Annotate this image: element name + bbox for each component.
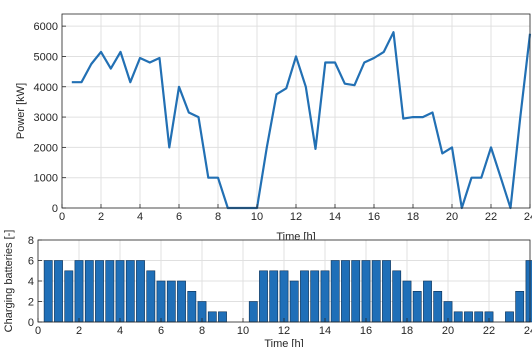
x-tick-label: 14 xyxy=(329,211,341,223)
battery-bar xyxy=(434,291,442,322)
battery-bar xyxy=(516,291,524,322)
battery-bar xyxy=(65,271,73,322)
battery-bar xyxy=(177,281,185,322)
battery-bar xyxy=(157,281,165,322)
battery-bar xyxy=(290,281,298,322)
x-tick-label: 4 xyxy=(137,211,143,223)
battery-bar xyxy=(311,271,319,322)
battery-bar xyxy=(95,261,103,323)
battery-bar xyxy=(526,261,532,323)
battery-bar xyxy=(208,312,216,322)
x-tick-label: 8 xyxy=(199,325,205,337)
x-tick-label: 0 xyxy=(59,211,65,223)
x-tick-label: 6 xyxy=(158,325,164,337)
y-tick-label: 6 xyxy=(28,256,34,268)
battery-bar xyxy=(167,281,175,322)
battery-bar xyxy=(44,261,52,323)
y-axis-label: Power [kW] xyxy=(15,83,27,139)
x-tick-label: 12 xyxy=(290,211,302,223)
x-tick-label: 10 xyxy=(237,325,249,337)
x-tick-label: 18 xyxy=(401,325,413,337)
battery-bar xyxy=(147,271,155,322)
battery-bar xyxy=(423,281,431,322)
x-tick-label: 10 xyxy=(251,211,263,223)
battery-bar xyxy=(331,261,339,323)
x-tick-label: 20 xyxy=(446,211,458,223)
y-tick-label: 6000 xyxy=(34,21,58,33)
battery-bar xyxy=(382,261,390,323)
battery-bar xyxy=(270,271,278,322)
x-tick-label: 12 xyxy=(278,325,290,337)
y-tick-label: 4000 xyxy=(34,82,58,94)
x-tick-label: 8 xyxy=(215,211,221,223)
battery-bar xyxy=(321,271,329,322)
battery-bar xyxy=(362,261,370,323)
x-tick-label: 22 xyxy=(485,211,497,223)
battery-bar xyxy=(54,261,62,323)
battery-bar xyxy=(280,271,288,322)
y-tick-label: 3000 xyxy=(34,112,58,124)
y-tick-label: 8 xyxy=(28,235,34,247)
y-tick-label: 0 xyxy=(28,317,34,329)
battery-bar xyxy=(393,271,401,322)
x-tick-label: 14 xyxy=(319,325,331,337)
x-tick-label: 4 xyxy=(117,325,123,337)
battery-bar xyxy=(413,291,421,322)
battery-bar xyxy=(352,261,360,323)
battery-bar xyxy=(372,261,380,323)
x-axis-label: Time [h] xyxy=(264,338,303,347)
x-tick-label: 24 xyxy=(524,325,532,337)
battery-bar xyxy=(505,312,513,322)
y-tick-label: 0 xyxy=(52,203,58,215)
y-tick-label: 4 xyxy=(28,276,34,288)
battery-bar xyxy=(454,312,462,322)
battery-bar xyxy=(259,271,267,322)
x-tick-label: 20 xyxy=(442,325,454,337)
y-axis-label: Charging batteries [-] xyxy=(3,230,15,333)
y-tick-label: 2000 xyxy=(34,142,58,154)
battery-bar xyxy=(75,261,83,323)
battery-bar xyxy=(300,271,308,322)
y-tick-label: 1000 xyxy=(34,173,58,185)
x-tick-label: 18 xyxy=(407,211,419,223)
battery-bar xyxy=(464,312,472,322)
x-tick-label: 24 xyxy=(524,211,532,223)
battery-bar xyxy=(116,261,124,323)
battery-bar xyxy=(249,302,257,323)
battery-bar xyxy=(403,281,411,322)
x-tick-label: 2 xyxy=(76,325,82,337)
x-tick-label: 6 xyxy=(176,211,182,223)
x-tick-label: 16 xyxy=(360,325,372,337)
x-tick-label: 22 xyxy=(483,325,495,337)
battery-bar xyxy=(475,312,483,322)
y-tick-label: 5000 xyxy=(34,51,58,63)
x-tick-label: 0 xyxy=(35,325,41,337)
battery-bar xyxy=(341,261,349,323)
charging-batteries-chart: 02468101214161820222402468Time [h]Chargi… xyxy=(3,230,532,347)
power-chart: 0246810121416182022240100020003000400050… xyxy=(15,14,532,243)
battery-bar xyxy=(218,312,226,322)
y-tick-label: 2 xyxy=(28,297,34,309)
battery-bar xyxy=(106,261,114,323)
battery-bar xyxy=(136,261,144,323)
x-tick-label: 16 xyxy=(368,211,380,223)
battery-bar xyxy=(85,261,93,323)
battery-bar xyxy=(126,261,134,323)
x-tick-label: 2 xyxy=(98,211,104,223)
battery-bar xyxy=(188,291,196,322)
